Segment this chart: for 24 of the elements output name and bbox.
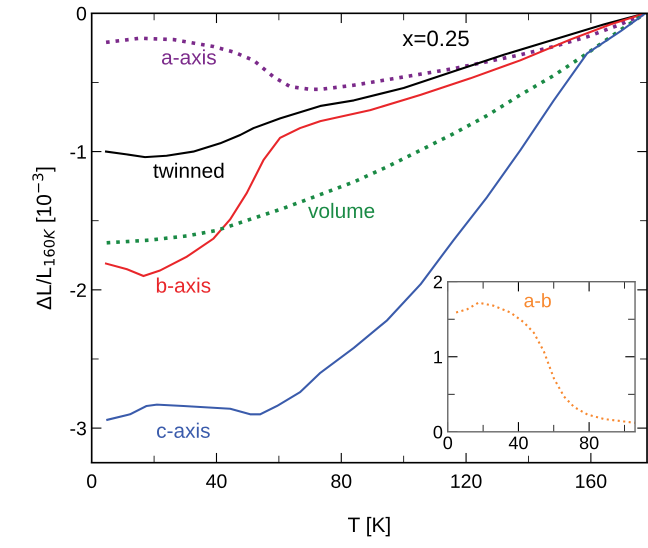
x-tick-label: 80	[580, 436, 598, 450]
x-axis-title: T [K]	[348, 516, 390, 536]
y-tick-label: -2	[70, 283, 86, 297]
x-tick-label: 80	[331, 474, 352, 488]
series-label: volume	[308, 202, 374, 218]
series-label: twinned	[153, 162, 224, 178]
x-tick-label: 0	[443, 436, 452, 450]
series-label: a-b	[524, 293, 551, 308]
y-tick-label: -1	[70, 145, 86, 159]
x-tick-label: 40	[206, 474, 227, 488]
series-label: b-axis	[156, 278, 210, 293]
x-tick-label: 0	[87, 474, 96, 488]
y-tick-label: 0	[434, 426, 442, 439]
series-label: c-axis	[157, 422, 210, 438]
x-tick-label: 120	[451, 474, 482, 488]
y-tick-label: -3	[70, 422, 86, 436]
x-tick-label: 40	[508, 436, 528, 450]
series-label: a-axis	[162, 49, 216, 65]
y-tick-label: 0	[76, 6, 86, 21]
y-tick-label: 1	[434, 350, 442, 364]
x-tick-label: 160	[576, 474, 606, 488]
y-tick-label: 2	[434, 276, 442, 288]
annotation: x=0.25	[402, 30, 469, 46]
y-axis-title: ΔL/L$_{160K}$ [10$^{−3}$]	[32, 168, 56, 310]
